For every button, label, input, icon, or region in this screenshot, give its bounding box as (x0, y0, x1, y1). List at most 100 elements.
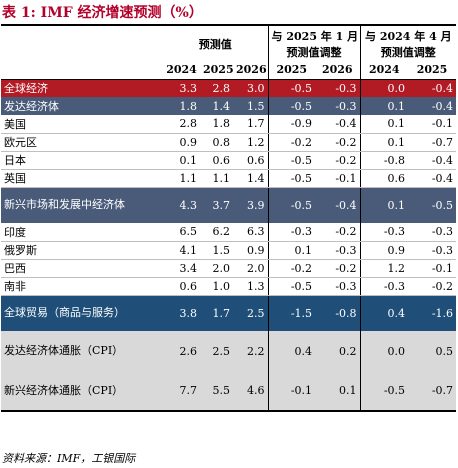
row-value: -0.2 (315, 151, 361, 170)
row-value: 0.5 (408, 331, 457, 371)
table-row: 发达经济体通胀（CPI） 2.6 2.5 2.2 0.4 0.2 0.0 0.5 (1, 331, 457, 371)
header-year-blank (1, 61, 163, 79)
table-row: 全球贸易（商品与服务） 3.8 1.7 2.5 -1.5 -0.8 0.4 -1.6 (1, 295, 457, 331)
row-value: -0.8 (359, 151, 409, 170)
row-value: -0.4 (408, 97, 457, 115)
row-value: -0.5 (267, 79, 316, 97)
header-adjust-jan2025-line1: 与 2025 年 1 月 (271, 29, 359, 43)
row-value: -0.5 (267, 187, 316, 223)
row-value: 1.8 (200, 115, 233, 134)
row-value: 6.2 (200, 223, 233, 242)
table-row: 俄罗斯 4.1 1.5 0.9 0.1 -0.3 0.9 -0.3 (1, 241, 457, 260)
row-value: -0.2 (267, 133, 316, 152)
row-label: 发达经济体通胀（CPI） (1, 331, 163, 371)
row-value: 0.6 (233, 151, 269, 170)
row-value: 0.1 (359, 115, 409, 134)
table-row: 新兴市场和发展中经济体 4.3 3.7 3.9 -0.5 -0.4 0.1 -0.5 (1, 187, 457, 223)
row-value: 1.8 (163, 97, 200, 115)
row-value: -0.5 (408, 187, 457, 223)
row-value: 2.8 (163, 115, 200, 134)
row-value: 0.4 (267, 331, 316, 371)
row-value: -0.4 (315, 187, 361, 223)
row-value: 3.4 (163, 259, 200, 278)
header-year: 2024 (359, 61, 409, 79)
row-value: 7.7 (163, 371, 200, 411)
row-value: 6.3 (233, 223, 269, 242)
row-value: 0.1 (163, 151, 200, 170)
row-value: -0.8 (315, 295, 361, 331)
row-value: 0.9 (163, 133, 200, 152)
header-adjust-apr2024-line1: 与 2024 年 4 月 (364, 29, 452, 43)
table-row: 日本 0.1 0.6 0.6 -0.5 -0.2 -0.8 -0.4 (1, 151, 457, 170)
table-row: 新兴经济体通胀（CPI） 7.7 5.5 4.6 -0.1 0.1 -0.5 -0.7 (1, 371, 457, 411)
row-value: 1.0 (200, 277, 233, 296)
row-value: 0.1 (359, 97, 409, 115)
row-value: 0.2 (315, 331, 361, 371)
row-value: 3.7 (200, 187, 233, 223)
header-adjust-jan2025-line2: 预测值调整 (286, 45, 342, 59)
row-value: 1.7 (233, 115, 269, 134)
table-row: 发达经济体 1.8 1.4 1.5 -0.5 -0.3 0.1 -0.4 (1, 97, 457, 115)
table-row: 印度 6.5 6.2 6.3 -0.3 -0.2 -0.3 -0.3 (1, 223, 457, 242)
row-label: 欧元区 (1, 133, 163, 152)
row-label: 新兴经济体通胀（CPI） (1, 371, 163, 411)
header-adjust-jan2025: 与 2025 年 1 月 预测值调整 (267, 25, 361, 61)
row-value: -0.5 (267, 151, 316, 170)
row-value: 1.1 (163, 169, 200, 188)
row-value: 6.5 (163, 223, 200, 242)
row-label: 印度 (1, 223, 163, 242)
row-value: -1.6 (408, 295, 457, 331)
row-value: -0.9 (267, 115, 316, 134)
row-value: 4.6 (233, 371, 269, 411)
row-value: -0.4 (408, 169, 457, 188)
row-value: 0.1 (359, 187, 409, 223)
row-value: 1.5 (233, 97, 269, 115)
row-value: -0.3 (315, 79, 361, 97)
row-value: 2.8 (200, 79, 233, 97)
row-value: 0.1 (359, 133, 409, 152)
row-value: 3.0 (233, 79, 269, 97)
row-value: 4.1 (163, 241, 200, 260)
row-value: 0.9 (359, 241, 409, 260)
forecast-table: 预测值 与 2025 年 1 月 预测值调整 与 2024 年 4 月 预测值调… (1, 24, 457, 412)
row-label: 俄罗斯 (1, 241, 163, 260)
row-value: -0.1 (408, 259, 457, 278)
row-value: -0.3 (359, 277, 409, 296)
row-label: 英国 (1, 169, 163, 188)
row-value: 5.5 (200, 371, 233, 411)
header-forecast: 预测值 (198, 37, 232, 51)
row-value: -0.5 (359, 371, 409, 411)
row-value: 0.6 (359, 169, 409, 188)
header-year: 2026 (236, 63, 267, 77)
row-value: 0.6 (163, 277, 200, 296)
row-value: 1.5 (200, 241, 233, 260)
table-row: 南非 0.6 1.0 1.3 -0.5 -0.3 -0.3 -0.2 (1, 277, 457, 296)
row-value: 1.4 (200, 97, 233, 115)
row-label: 全球贸易（商品与服务） (1, 295, 163, 331)
row-value: 2.5 (233, 295, 269, 331)
header-year: 2025 (416, 63, 448, 77)
row-value: 0.4 (359, 295, 409, 331)
row-value: -0.5 (267, 97, 316, 115)
source-note: 资料来源：IMF，工银国际 (2, 452, 136, 465)
row-value: -0.2 (408, 277, 457, 296)
row-label: 新兴市场和发展中经济体 (1, 187, 163, 223)
header-adjust-apr2024: 与 2024 年 4 月 预测值调整 (359, 25, 457, 61)
row-value: 3.3 (163, 79, 200, 97)
row-value: -0.3 (408, 223, 457, 242)
row-value: 1.1 (200, 169, 233, 188)
header-year: 2025 (203, 63, 233, 77)
row-value: 1.3 (233, 277, 269, 296)
row-value: 1.7 (200, 295, 233, 331)
table-row: 全球经济 3.3 2.8 3.0 -0.5 -0.3 0.0 -0.4 (1, 79, 457, 97)
row-label: 美国 (1, 115, 163, 134)
row-value: 3.9 (233, 187, 269, 223)
row-value: -1.5 (267, 295, 316, 331)
row-value: -0.4 (315, 115, 361, 134)
row-value: -0.7 (408, 371, 457, 411)
row-value: -0.3 (315, 277, 361, 296)
row-value: -0.3 (315, 241, 361, 260)
row-value: -0.3 (315, 97, 361, 115)
row-value: 0.9 (233, 241, 269, 260)
row-value: -0.1 (315, 169, 361, 188)
